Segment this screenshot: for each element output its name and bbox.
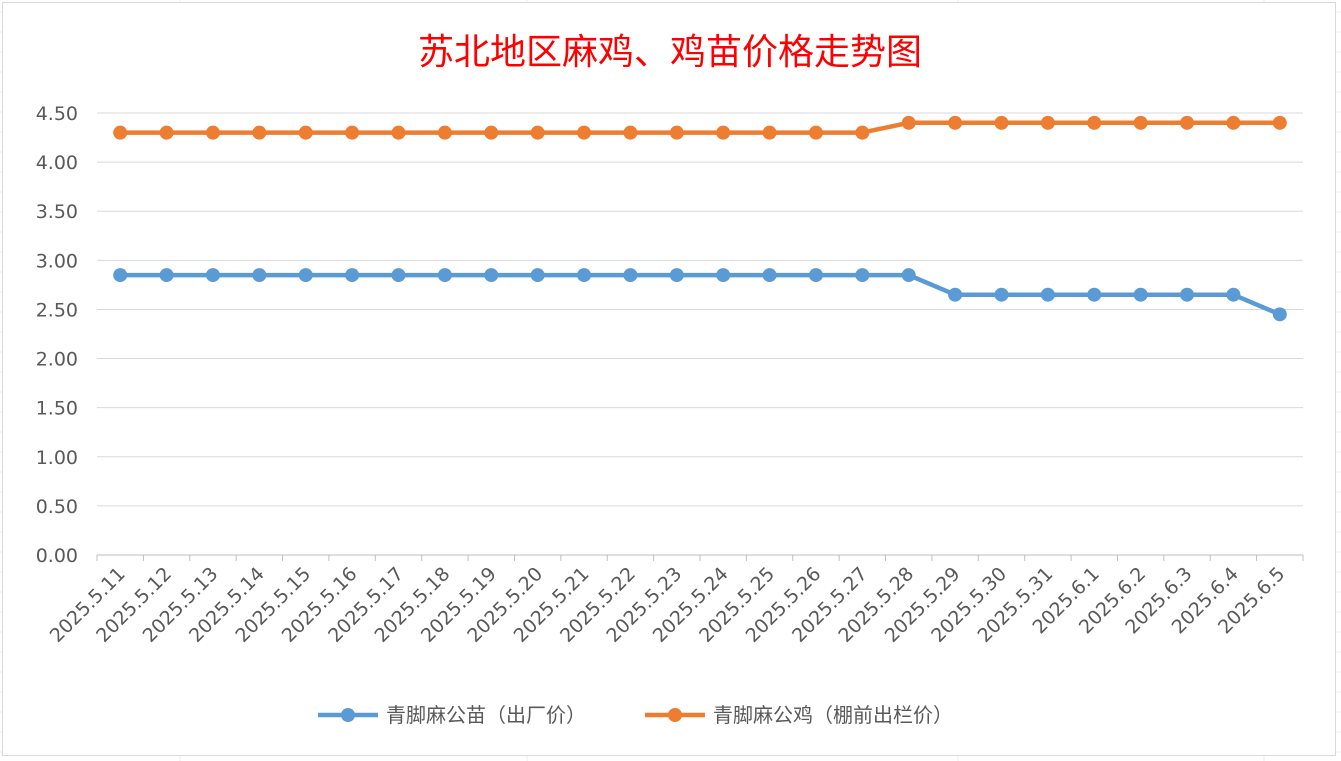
data-point bbox=[252, 268, 267, 283]
data-point bbox=[623, 268, 638, 283]
y-tick-label: 0.00 bbox=[36, 545, 78, 567]
data-point bbox=[901, 268, 916, 283]
legend: 青脚麻公苗（出厂价） 青脚麻公鸡（棚前出栏价） bbox=[318, 703, 953, 727]
data-point bbox=[762, 125, 777, 140]
data-point bbox=[1040, 115, 1055, 130]
data-point bbox=[484, 125, 499, 140]
data-point bbox=[437, 268, 452, 283]
data-point bbox=[1272, 115, 1287, 130]
y-tick-label: 2.00 bbox=[36, 349, 78, 371]
data-point bbox=[391, 268, 406, 283]
chart-title: 苏北地区麻鸡、鸡苗价格走势图 bbox=[418, 32, 922, 73]
series-line bbox=[117, 120, 1283, 135]
data-point bbox=[1226, 287, 1241, 302]
data-point bbox=[948, 115, 963, 130]
line-chart: 苏北地区麻鸡、鸡苗价格走势图 0.00 0.50 1.00 1.50 2.00 2.50 3… bbox=[36, 32, 1304, 727]
data-point bbox=[1226, 115, 1241, 130]
data-point bbox=[530, 268, 545, 283]
data-point bbox=[669, 125, 684, 140]
data-point bbox=[994, 287, 1009, 302]
data-point bbox=[948, 287, 963, 302]
data-point bbox=[577, 268, 592, 283]
legend-point-marker bbox=[341, 708, 355, 722]
legend-point-marker bbox=[668, 708, 682, 722]
legend-label: 青脚麻公鸡（棚前出栏价） bbox=[713, 703, 953, 727]
data-point bbox=[530, 125, 545, 140]
data-point bbox=[577, 125, 592, 140]
data-point bbox=[252, 125, 267, 140]
series-1 bbox=[113, 115, 1287, 140]
data-point bbox=[901, 115, 916, 130]
legend-item: 青脚麻公鸡（棚前出栏价） bbox=[645, 703, 953, 727]
y-tick-label: 1.00 bbox=[36, 447, 78, 469]
data-point bbox=[623, 125, 638, 140]
data-point bbox=[205, 125, 220, 140]
gridlines bbox=[97, 112, 1303, 556]
data-point bbox=[484, 268, 499, 283]
data-point bbox=[113, 125, 128, 140]
data-point bbox=[669, 268, 684, 283]
data-point bbox=[808, 125, 823, 140]
data-point bbox=[1272, 307, 1287, 322]
legend-label: 青脚麻公苗（出厂价） bbox=[386, 703, 586, 727]
y-tick-label: 0.50 bbox=[36, 496, 78, 518]
plot-series bbox=[113, 115, 1287, 322]
data-point bbox=[345, 125, 360, 140]
data-point bbox=[716, 125, 731, 140]
data-point bbox=[437, 125, 452, 140]
data-point bbox=[1180, 115, 1195, 130]
data-point bbox=[391, 125, 406, 140]
data-point bbox=[1133, 287, 1148, 302]
data-point bbox=[205, 268, 220, 283]
y-tick-label: 2.50 bbox=[36, 299, 78, 321]
data-point bbox=[298, 125, 313, 140]
data-point bbox=[1087, 115, 1102, 130]
y-tick-label: 4.50 bbox=[36, 103, 78, 125]
series-0 bbox=[113, 268, 1287, 322]
y-axis: 0.00 0.50 1.00 1.50 2.00 2.50 3.00 3.50 4.00 4.50 bbox=[36, 103, 78, 567]
legend-item: 青脚麻公苗（出厂价） bbox=[318, 703, 586, 727]
x-axis: 2025.5.112025.5.122025.5.132025.5.142025… bbox=[46, 555, 1304, 647]
y-tick-label: 3.00 bbox=[36, 250, 78, 272]
y-tick-label: 3.50 bbox=[36, 201, 78, 223]
data-point bbox=[1087, 287, 1102, 302]
y-tick-label: 1.50 bbox=[36, 398, 78, 420]
data-point bbox=[113, 268, 128, 283]
data-point bbox=[808, 268, 823, 283]
data-point bbox=[298, 268, 313, 283]
data-point bbox=[345, 268, 360, 283]
data-point bbox=[1040, 287, 1055, 302]
data-point bbox=[159, 268, 174, 283]
data-point bbox=[994, 115, 1009, 130]
data-point bbox=[762, 268, 777, 283]
y-tick-label: 4.00 bbox=[36, 152, 78, 174]
data-point bbox=[1133, 115, 1148, 130]
data-point bbox=[716, 268, 731, 283]
series-line bbox=[117, 272, 1283, 317]
data-point bbox=[1180, 287, 1195, 302]
data-point bbox=[855, 125, 870, 140]
data-point bbox=[855, 268, 870, 283]
data-point bbox=[159, 125, 174, 140]
